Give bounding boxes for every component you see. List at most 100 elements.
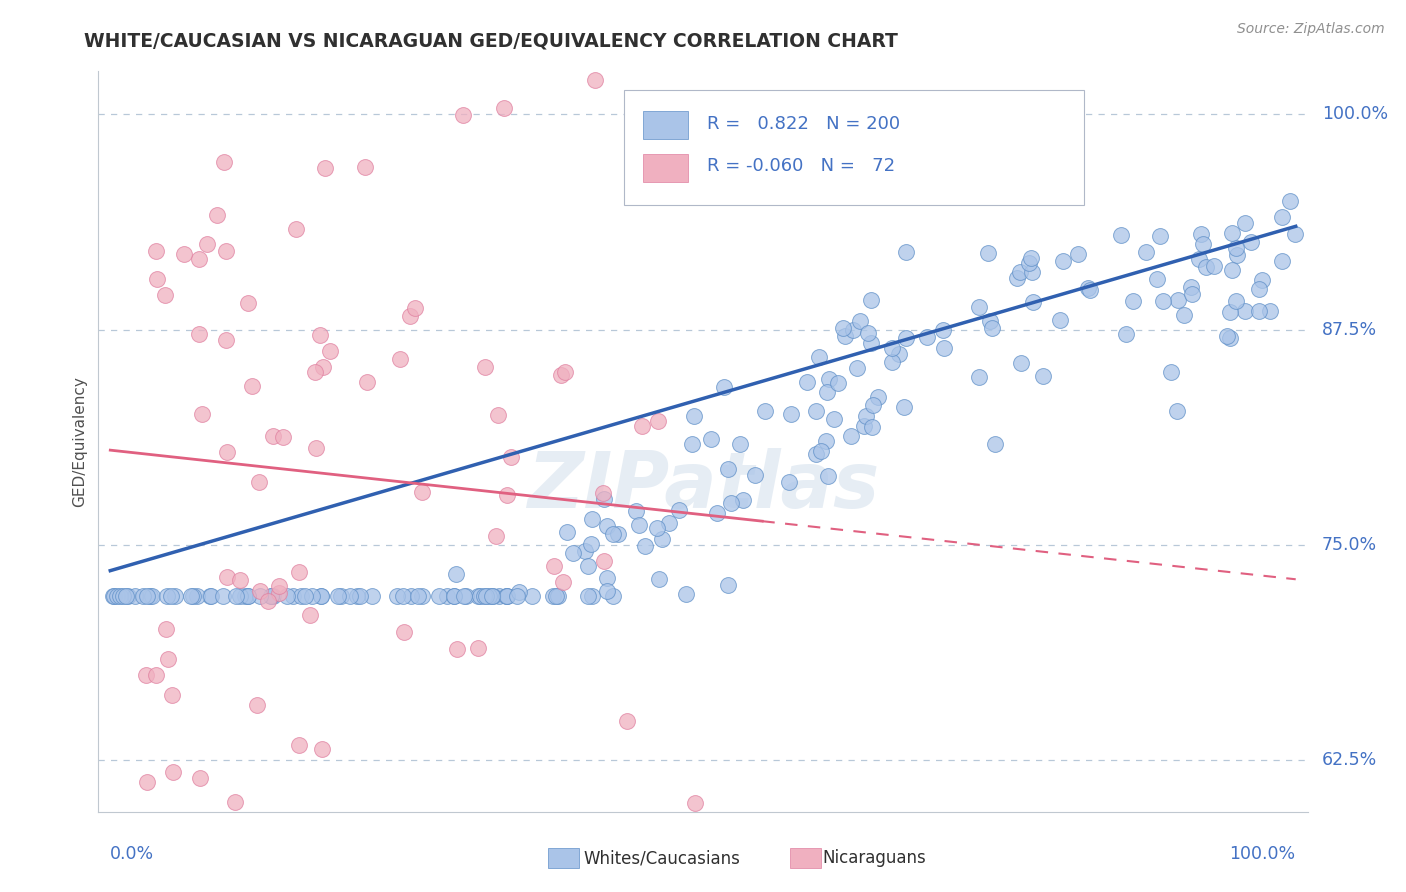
Point — [980, 321, 1002, 335]
Point — [1115, 327, 1137, 342]
Point — [229, 590, 252, 604]
Point — [1032, 368, 1054, 383]
Text: 62.5%: 62.5% — [1322, 751, 1378, 769]
Point — [353, 160, 375, 174]
Point — [551, 574, 574, 589]
Point — [700, 433, 723, 447]
Point — [117, 590, 139, 604]
Point — [576, 558, 599, 573]
Point — [1160, 366, 1182, 380]
Point — [224, 795, 246, 809]
Point — [1077, 281, 1099, 295]
Point — [1167, 293, 1189, 308]
Point — [495, 590, 517, 604]
Point — [495, 488, 517, 502]
Point — [145, 244, 167, 258]
Point — [856, 326, 879, 340]
Point — [1049, 313, 1071, 327]
Point — [1220, 226, 1243, 240]
Point — [399, 309, 422, 323]
Point — [488, 590, 510, 604]
Point — [305, 441, 328, 455]
Point — [1010, 356, 1032, 370]
Point — [1146, 272, 1168, 286]
Point — [645, 521, 668, 535]
Point — [648, 572, 671, 586]
Point — [602, 527, 624, 541]
Point — [683, 409, 706, 424]
Point — [868, 390, 890, 404]
Point — [807, 350, 830, 364]
Y-axis label: GED/Equivalency: GED/Equivalency — [72, 376, 87, 507]
Point — [330, 590, 353, 604]
Bar — [643, 112, 689, 139]
Point — [1109, 228, 1132, 243]
Point — [267, 586, 290, 600]
Point — [443, 590, 465, 604]
Point — [720, 496, 742, 510]
Point — [288, 739, 311, 753]
Point — [188, 326, 211, 341]
Point — [627, 518, 650, 533]
Point — [581, 512, 603, 526]
Point — [1258, 303, 1281, 318]
Point — [249, 590, 271, 604]
Point — [607, 526, 630, 541]
Point — [200, 590, 222, 604]
Point — [859, 335, 882, 350]
Point — [314, 161, 336, 175]
Point — [681, 437, 703, 451]
Point — [135, 668, 157, 682]
Point — [389, 351, 412, 366]
Point — [574, 543, 596, 558]
Point — [453, 108, 475, 122]
Point — [361, 590, 384, 604]
Point — [1195, 260, 1218, 274]
Point — [285, 222, 308, 236]
Point — [228, 573, 250, 587]
Text: 0.0%: 0.0% — [110, 845, 155, 863]
Point — [543, 558, 565, 573]
Point — [238, 296, 260, 310]
Point — [1225, 241, 1247, 255]
Point — [817, 372, 839, 386]
Point — [475, 590, 498, 604]
Point — [309, 328, 332, 343]
Point — [1189, 227, 1212, 241]
Point — [1021, 265, 1043, 279]
Point — [631, 418, 654, 433]
Point — [626, 503, 648, 517]
Point — [146, 271, 169, 285]
Text: Whites/Caucasians: Whites/Caucasians — [583, 849, 741, 867]
Point — [1122, 294, 1144, 309]
Point — [555, 525, 578, 540]
Point — [453, 590, 475, 604]
Point — [326, 590, 349, 604]
Point — [1247, 304, 1270, 318]
Point — [616, 714, 638, 729]
Point — [406, 590, 429, 604]
Point — [685, 796, 707, 810]
Point — [249, 583, 271, 598]
Point — [246, 698, 269, 712]
Point — [543, 590, 565, 604]
Point — [156, 652, 179, 666]
Point — [1202, 259, 1225, 273]
Point — [309, 590, 332, 604]
Point — [481, 590, 503, 604]
Point — [319, 343, 342, 358]
Point — [544, 590, 567, 604]
Point — [845, 361, 868, 376]
Point — [446, 641, 468, 656]
Point — [215, 570, 238, 584]
Point — [141, 590, 163, 604]
Point — [1192, 236, 1215, 251]
Point — [1019, 251, 1042, 265]
Point — [301, 590, 323, 604]
Point — [675, 587, 697, 601]
Point — [602, 590, 624, 604]
FancyBboxPatch shape — [624, 90, 1084, 204]
Point — [894, 245, 917, 260]
Point — [554, 366, 576, 380]
Point — [411, 485, 433, 500]
